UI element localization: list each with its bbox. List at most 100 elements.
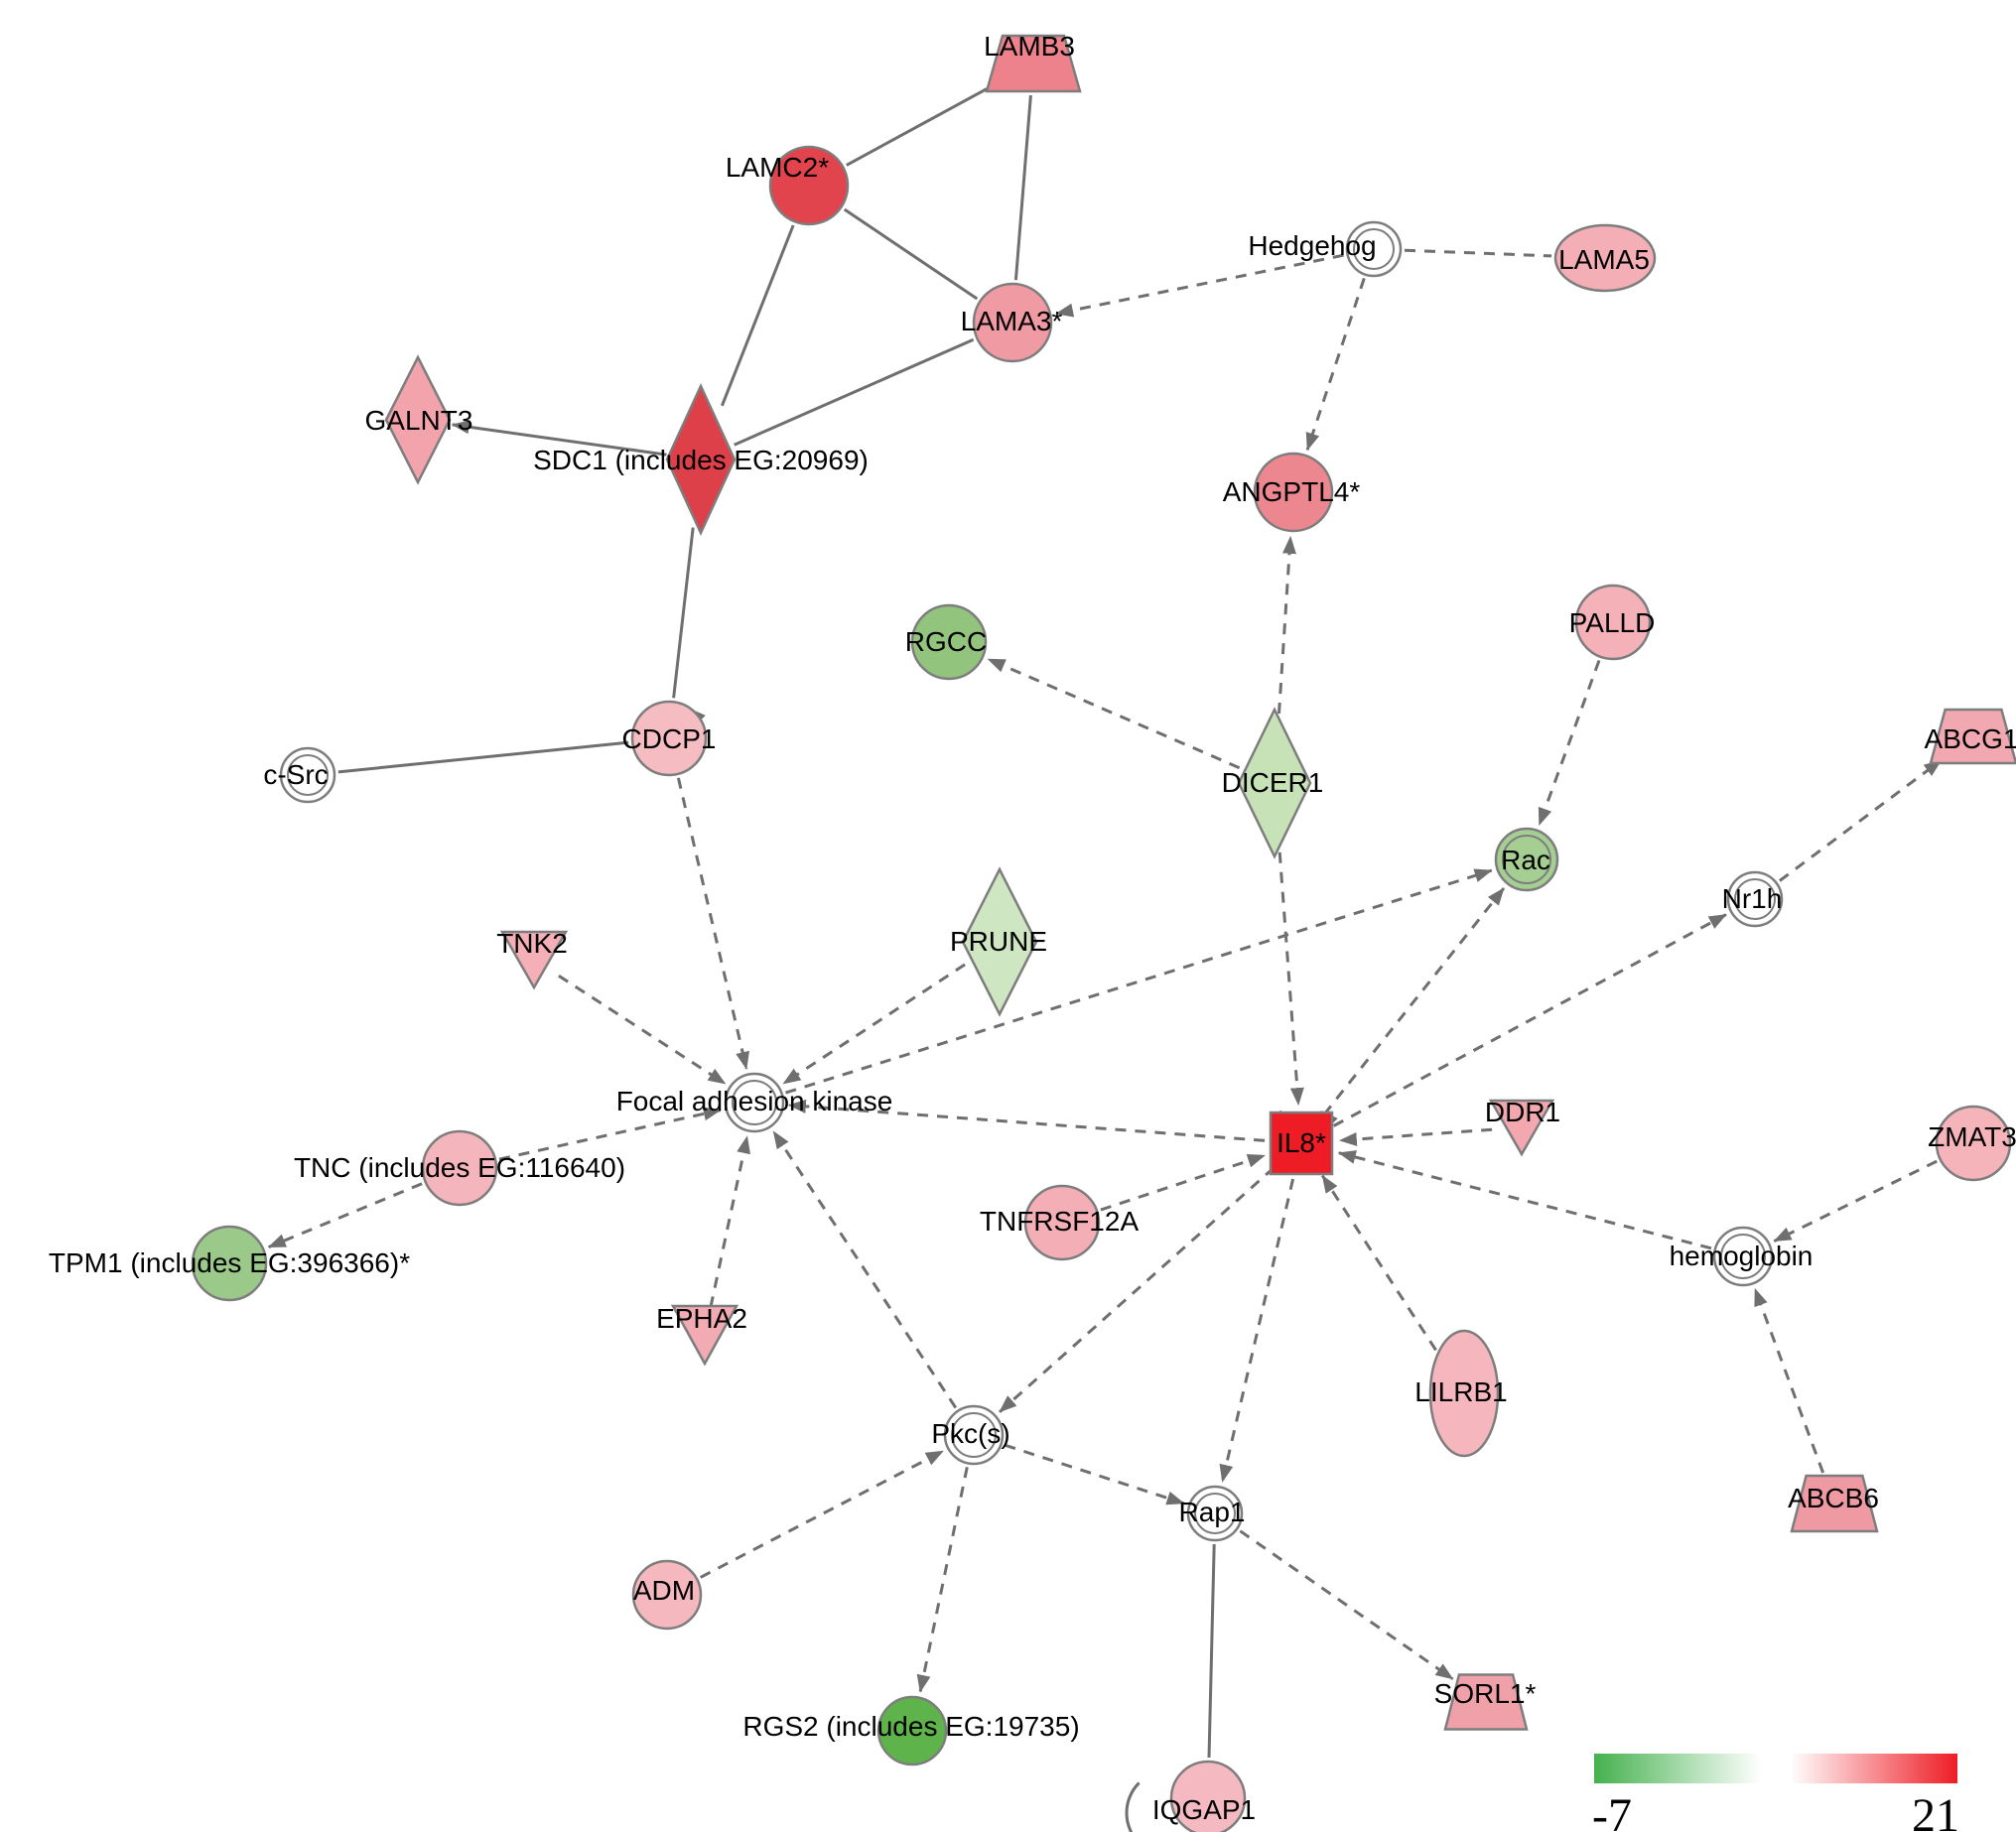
node-label-rap1: Rap1 bbox=[1179, 1497, 1246, 1527]
node-label-iqgap1: IQGAP1 bbox=[1152, 1794, 1256, 1825]
edge-pkc-rap1 bbox=[1004, 1443, 1185, 1505]
edge-il8-pkc bbox=[999, 1166, 1276, 1413]
node-label-sdc1: SDC1 (includes EG:20969) bbox=[533, 445, 869, 475]
node-abcg1[interactable] bbox=[1929, 708, 2016, 765]
node-lamb3[interactable] bbox=[985, 34, 1082, 93]
node-tnk2[interactable] bbox=[499, 930, 569, 990]
node-epha2[interactable] bbox=[670, 1304, 739, 1367]
node-label-sorl1: SORL1* bbox=[1434, 1678, 1537, 1709]
color-scale-legend: -7 21 bbox=[1592, 1754, 1959, 1832]
edge-lamc2-sdc1 bbox=[721, 224, 795, 407]
node-csrc[interactable] bbox=[279, 746, 336, 804]
node-hedgehog[interactable] bbox=[1345, 220, 1403, 278]
node-lama3[interactable] bbox=[972, 282, 1053, 363]
edge-adm-pkc bbox=[700, 1449, 944, 1579]
node-label-hedgehog: Hedgehog bbox=[1248, 230, 1376, 261]
edge-tnk2-fak bbox=[558, 974, 727, 1086]
edge-hemoglobin-il8 bbox=[1337, 1150, 1712, 1250]
node-label-dicer1: DICER1 bbox=[1222, 767, 1324, 798]
node-nr1h[interactable] bbox=[1726, 870, 1784, 928]
edge-abcb6-hemoglobin bbox=[1753, 1287, 1825, 1474]
edge-lamc2-lama3 bbox=[843, 207, 979, 301]
node-fak[interactable] bbox=[724, 1072, 785, 1133]
node-label-abcb6: ABCB6 bbox=[1788, 1483, 1879, 1513]
node-abcb6[interactable] bbox=[1790, 1474, 1879, 1533]
node-label-adm: ADM bbox=[633, 1575, 695, 1606]
edge-sdc1-lama3 bbox=[734, 337, 975, 447]
node-tnfrsf12a[interactable] bbox=[1023, 1184, 1101, 1261]
node-rac[interactable] bbox=[1494, 827, 1559, 892]
node-rgs2[interactable] bbox=[876, 1695, 948, 1767]
node-label-tnk2: TNK2 bbox=[496, 928, 568, 959]
node-prune[interactable] bbox=[961, 866, 1038, 1017]
node-label-palld: PALLD bbox=[1569, 607, 1656, 638]
node-label-lama5: LAMA5 bbox=[1558, 244, 1650, 275]
node-dicer1[interactable] bbox=[1237, 707, 1312, 859]
labels-layer: LAMB3 LAMC2* LAMA3* Hedgehog LAMA5 GALNT3 SDC1… bbox=[49, 31, 2016, 1825]
node-label-ddr1: DDR1 bbox=[1485, 1097, 1560, 1127]
node-iqgap1[interactable] bbox=[1169, 1760, 1247, 1832]
node-sdc1[interactable] bbox=[665, 383, 737, 536]
edge-rap1-iqgap1 bbox=[1207, 1543, 1216, 1759]
edge-pkc-fak bbox=[772, 1130, 958, 1409]
node-label-angptl4: ANGPTL4* bbox=[1223, 476, 1361, 507]
edge-pkc-rgs2 bbox=[916, 1466, 969, 1693]
edge-prune-fak bbox=[782, 963, 966, 1086]
node-label-hemoglobin: hemoglobin bbox=[1670, 1241, 1814, 1271]
edge-tnc-fak bbox=[498, 1107, 722, 1161]
node-lilrb1[interactable] bbox=[1428, 1329, 1500, 1458]
edge-fak-rac bbox=[785, 868, 1493, 1095]
node-label-rac: Rac bbox=[1501, 845, 1550, 875]
node-label-tnc: TNC (includes EG:116640) bbox=[294, 1152, 625, 1183]
node-label-tpm1: TPM1 (includes EG:396366)* bbox=[49, 1247, 410, 1278]
node-label-fak: Focal adhesion kinase bbox=[616, 1086, 893, 1116]
node-lama5[interactable] bbox=[1553, 223, 1657, 293]
node-cdcp1[interactable] bbox=[630, 700, 708, 777]
node-il8[interactable] bbox=[1269, 1111, 1334, 1176]
node-label-nr1h: Nr1h bbox=[1722, 883, 1783, 914]
node-tpm1[interactable] bbox=[191, 1225, 268, 1302]
edge-hedgehog-lama3 bbox=[1055, 253, 1344, 318]
edge-dicer1-angptl4 bbox=[1277, 535, 1296, 715]
node-zmat3[interactable] bbox=[1935, 1105, 2012, 1182]
edge-il8-nr1h bbox=[1332, 913, 1727, 1127]
node-sorl1[interactable] bbox=[1443, 1673, 1529, 1731]
node-label-lamb3: LAMB3 bbox=[984, 31, 1075, 62]
node-rgcc[interactable] bbox=[910, 603, 988, 681]
edge-csrc-cdcp1 bbox=[337, 740, 629, 774]
edge-hedgehog-angptl4 bbox=[1305, 277, 1366, 452]
node-hemoglobin[interactable] bbox=[1712, 1226, 1774, 1287]
node-label-prune: PRUNE bbox=[950, 926, 1047, 957]
legend-max-label: 21 bbox=[1912, 1789, 1959, 1832]
edge-lamb3-lamc2 bbox=[846, 82, 997, 167]
node-label-cdcp1: CDCP1 bbox=[622, 723, 717, 754]
node-label-pkc: Pkc(s) bbox=[931, 1418, 1009, 1449]
edge-nr1h-abcg1 bbox=[1779, 758, 1943, 882]
node-adm[interactable] bbox=[631, 1559, 703, 1631]
edge-dicer1-rgcc bbox=[987, 657, 1241, 770]
node-galnt3[interactable] bbox=[384, 354, 452, 485]
edge-il8-fak bbox=[787, 1099, 1266, 1142]
node-label-epha2: EPHA2 bbox=[656, 1303, 747, 1334]
node-tnc[interactable] bbox=[421, 1129, 498, 1207]
legend-gradient-bar bbox=[1594, 1754, 1957, 1783]
edge-sdc1-cdcp1 bbox=[672, 527, 695, 699]
node-angptl4[interactable] bbox=[1253, 452, 1334, 533]
node-pkc[interactable] bbox=[943, 1404, 1005, 1466]
edge-rap1-sorl1 bbox=[1239, 1529, 1454, 1681]
edge-sdc1-galnt3 bbox=[451, 420, 667, 457]
edge-tnc-tpm1 bbox=[267, 1182, 423, 1248]
edge-il8-rac bbox=[1322, 887, 1506, 1115]
edge-zmat3-hemoglobin bbox=[1773, 1159, 1938, 1243]
node-ddr1[interactable] bbox=[1488, 1099, 1555, 1157]
nodes-layer bbox=[191, 34, 2016, 1832]
node-rap1[interactable] bbox=[1186, 1485, 1244, 1542]
node-label-lamc2: LAMC2* bbox=[726, 152, 829, 183]
node-palld[interactable] bbox=[1574, 584, 1652, 661]
node-lamc2[interactable] bbox=[768, 145, 850, 226]
node-label-zmat3: ZMAT3 bbox=[1928, 1121, 2016, 1152]
edge-epha2-fak bbox=[709, 1135, 750, 1308]
node-label-galnt3: GALNT3 bbox=[365, 405, 473, 436]
